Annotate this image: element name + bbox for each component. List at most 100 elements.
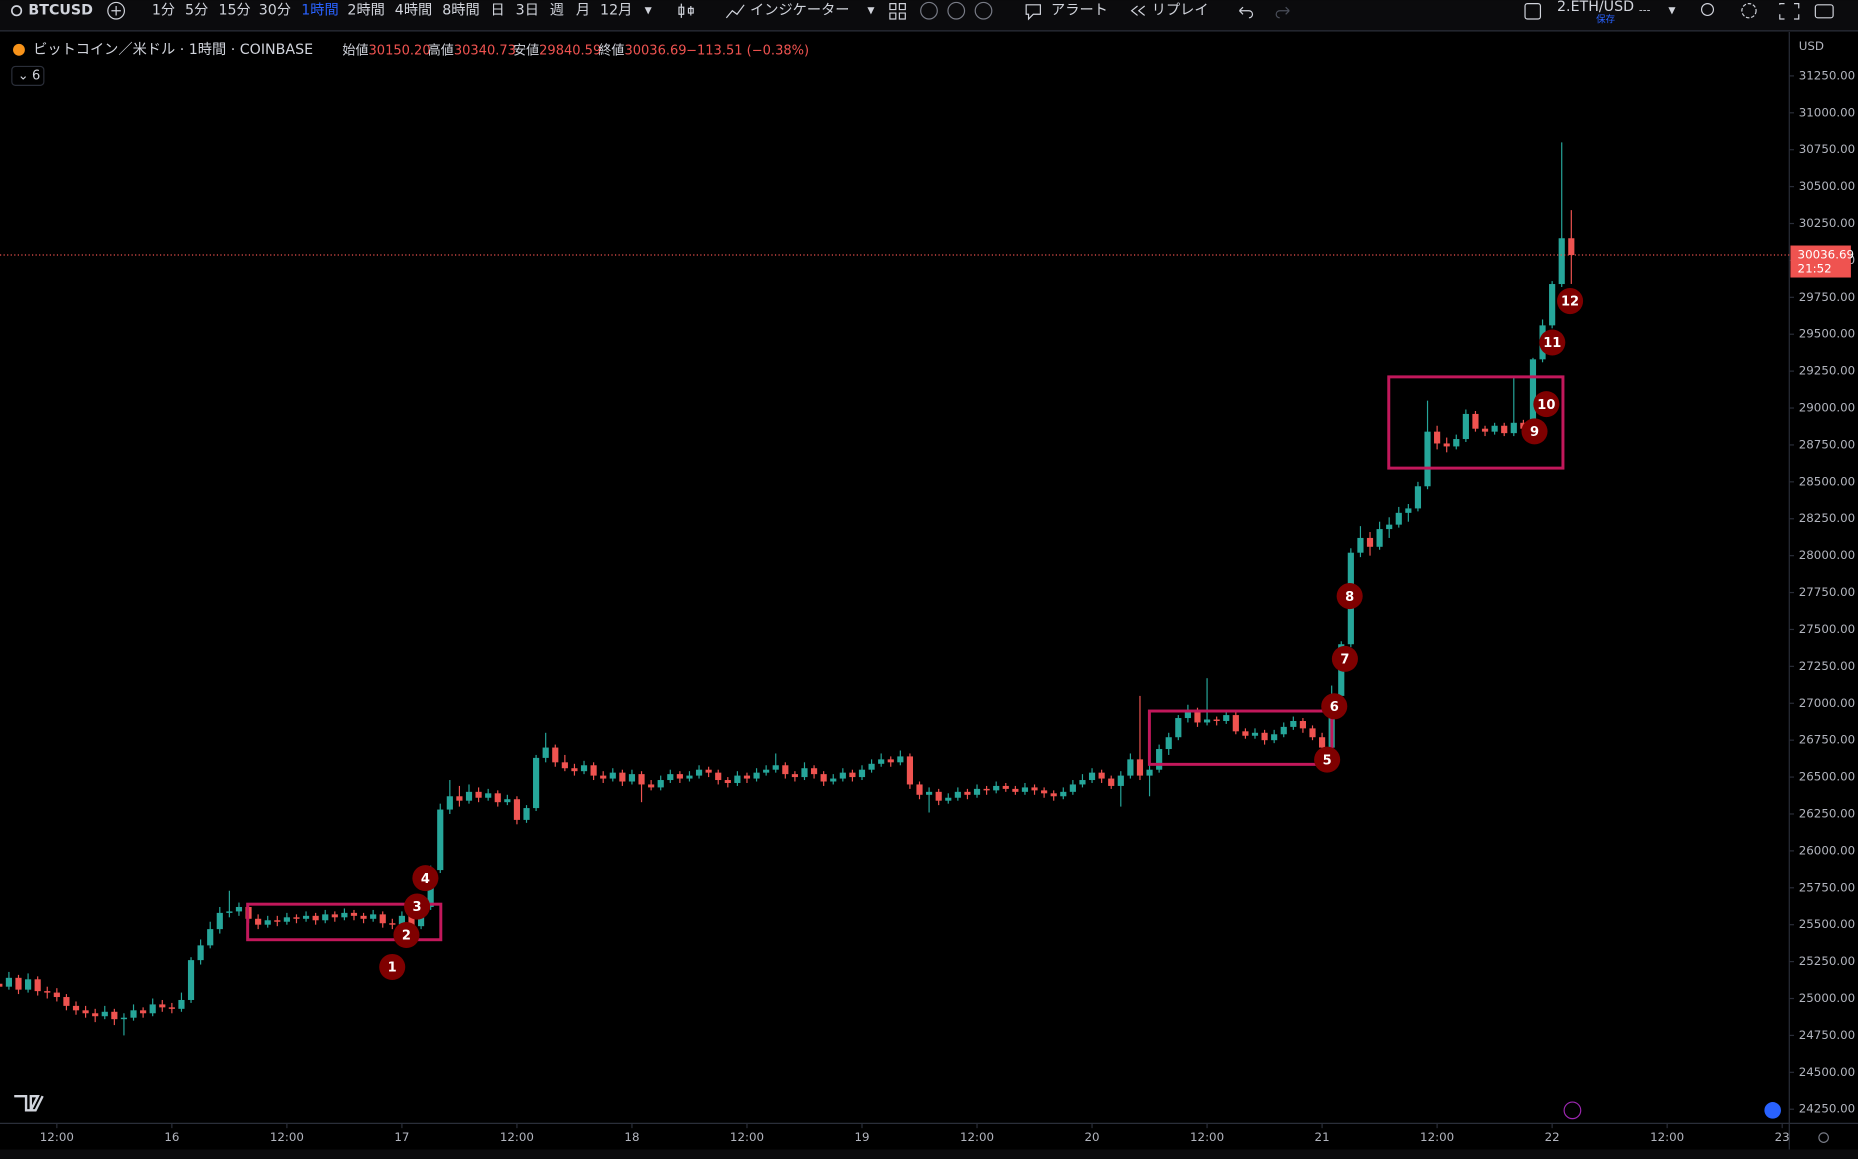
candle-body [1529, 359, 1537, 429]
candle-body [945, 797, 952, 801]
legend-close: 30036.69 [624, 44, 686, 59]
legend-change: −113.51 (−0.38%) [686, 44, 809, 59]
candle-body [82, 1010, 89, 1014]
candle-body [34, 979, 41, 992]
indicators-dropdown[interactable]: ▾ [867, 3, 875, 19]
x-tick-label: 17 [394, 1130, 409, 1144]
y-tick-label: 24500.00 [1799, 1065, 1855, 1079]
candle-body [63, 997, 70, 1006]
save-status[interactable]: 保存 [1596, 14, 1615, 26]
candle-body [1031, 787, 1038, 791]
y-tick-label: 24250.00 [1799, 1102, 1855, 1116]
annotation-label: 7 [1340, 653, 1349, 668]
candle-body [1549, 284, 1556, 326]
undo[interactable] [1239, 6, 1254, 19]
range-box [1387, 375, 1565, 470]
candle-body [1251, 732, 1259, 736]
interval-button[interactable]: 30分 [259, 2, 291, 19]
candle-body [1194, 710, 1201, 723]
y-tick-label: 24750.00 [1799, 1028, 1855, 1042]
candle-body [341, 912, 348, 918]
y-tick-label: 26750.00 [1799, 733, 1855, 747]
search-icon[interactable] [11, 5, 23, 17]
fullscreen[interactable] [1779, 3, 1800, 20]
y-tick-label: 26250.00 [1799, 806, 1855, 820]
y-tick-label: 27750.00 [1799, 585, 1855, 599]
candle-body [954, 791, 961, 798]
candle-body [1242, 731, 1249, 736]
snapshot[interactable] [1814, 4, 1834, 19]
candle-body [791, 774, 798, 778]
interval-button[interactable]: 週 [550, 2, 564, 19]
y-tick-label: 25500.00 [1799, 917, 1855, 931]
indicator-toggle[interactable] [11, 65, 45, 86]
more-button[interactable]: --- [1639, 4, 1651, 17]
currency[interactable]: USD [1799, 39, 1824, 53]
candle-body [1443, 443, 1450, 447]
y-tick-label: 30250.00 [1799, 216, 1855, 230]
candle-body [830, 778, 837, 782]
replay-icon[interactable] [1130, 5, 1146, 16]
candle-body [1558, 238, 1565, 285]
interval-button[interactable]: 3日 [516, 3, 539, 19]
flag-icon [1764, 1102, 1781, 1119]
interval-button[interactable]: 5分 [185, 2, 208, 19]
add-symbol[interactable] [107, 1, 126, 20]
interval-dropdown[interactable]: ▾ [645, 3, 653, 19]
interval-button[interactable]: 月 [576, 3, 590, 19]
y-tick-label: 29750.00 [1799, 290, 1855, 304]
tv-logo [14, 1094, 44, 1112]
axis-settings[interactable] [1818, 1132, 1829, 1143]
candle-body [1309, 728, 1316, 738]
g-icon[interactable] [920, 1, 938, 20]
interval-button[interactable]: 2時間 [347, 2, 384, 19]
alert-button[interactable]: アラート [1051, 3, 1108, 19]
y-tick-label: 28000.00 [1799, 548, 1855, 562]
annotation-marker [404, 893, 431, 920]
symbol[interactable]: BTCUSD [28, 3, 93, 19]
candle-body [1357, 537, 1364, 553]
layout-name[interactable]: 2.ETH/USD [1557, 0, 1634, 15]
y-tick-label: 25750.00 [1799, 880, 1855, 894]
interval-button[interactable]: 1時間 [301, 2, 338, 19]
layout-dropdown[interactable]: ▾ [1668, 3, 1676, 19]
templates-icon[interactable] [889, 3, 906, 20]
candle-body [504, 799, 511, 803]
indicator-icon[interactable] [725, 4, 745, 19]
candle-body [283, 917, 290, 922]
candle-body [523, 808, 530, 820]
interval-button[interactable]: 15分 [218, 2, 250, 19]
candle-body [187, 960, 195, 1000]
interval-button[interactable]: 1分 [152, 2, 175, 19]
t-icon[interactable] [947, 1, 966, 20]
candle-body [715, 772, 722, 781]
candle-body [1462, 413, 1469, 440]
b-icon[interactable] [974, 1, 993, 20]
candle-body [657, 780, 664, 788]
settings[interactable] [1741, 3, 1757, 19]
candle-body [686, 775, 693, 779]
annotation-label: 6 [1330, 700, 1339, 715]
indicators-button[interactable]: インジケーター [750, 2, 849, 19]
layout-icon[interactable] [1524, 3, 1542, 20]
y-tick-label: 28500.00 [1799, 474, 1855, 488]
candle-body [1060, 791, 1067, 797]
quick-search[interactable] [1700, 3, 1715, 17]
candle-body [140, 1010, 147, 1014]
interval-button[interactable]: 12月 [600, 3, 632, 19]
replay-button[interactable]: リプレイ [1152, 2, 1209, 19]
candle-body [926, 791, 933, 795]
interval-button[interactable]: 4時間 [395, 2, 432, 19]
candle-body [590, 765, 597, 776]
legend-title: ビットコイン／米ドル · 1時間 · COINBASE [33, 41, 313, 58]
annotation-marker [1557, 288, 1584, 315]
candle-body [743, 775, 751, 779]
candle-body [1395, 512, 1402, 525]
redo[interactable] [1275, 6, 1290, 19]
candle-body [897, 756, 904, 763]
chart-type-icon[interactable] [678, 3, 694, 18]
y-tick-label: 26500.00 [1799, 770, 1855, 784]
interval-button[interactable]: 8時間 [442, 2, 479, 19]
interval-button[interactable]: 日 [491, 3, 505, 19]
alert-icon[interactable] [1025, 4, 1041, 21]
